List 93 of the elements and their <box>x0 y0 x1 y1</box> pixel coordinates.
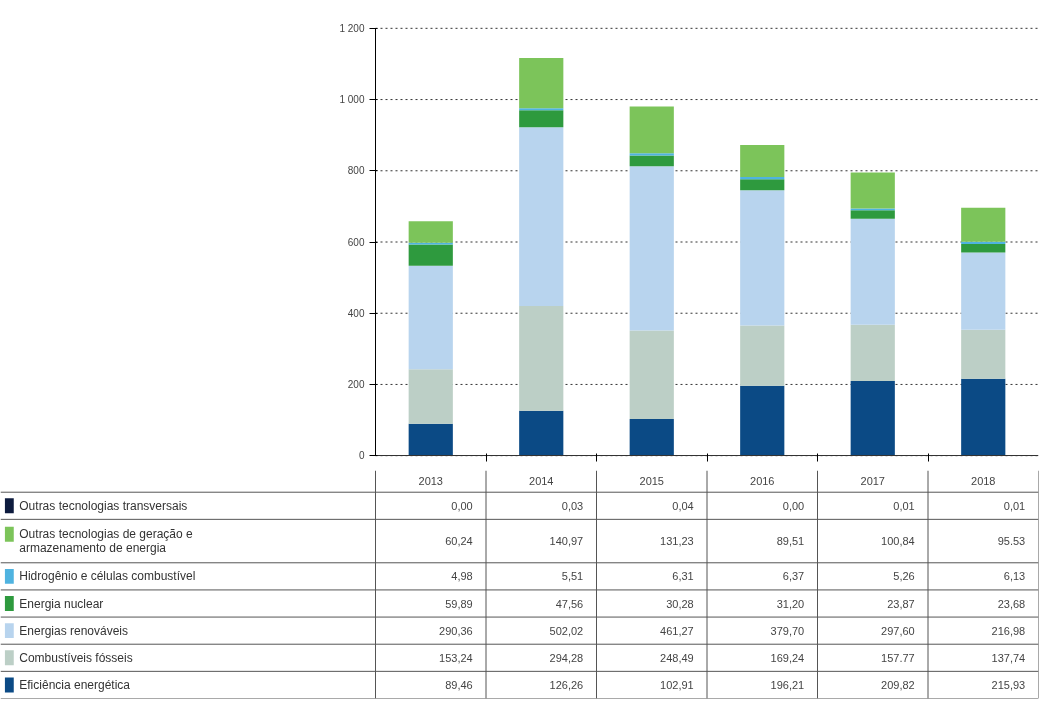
bar <box>740 385 785 456</box>
x-tick-label: 2013 <box>418 475 443 488</box>
data-label: 379,70 <box>770 624 805 637</box>
bar <box>629 166 674 331</box>
data-label: 0,01 <box>1003 499 1026 512</box>
bar <box>408 265 453 370</box>
data-label: 59,89 <box>445 597 473 610</box>
legend-label: Energias renováveis <box>19 623 129 638</box>
data-label: 6,37 <box>782 570 805 583</box>
x-tick-label: 2014 <box>529 475 554 488</box>
data-label: 23,87 <box>887 597 915 610</box>
bar <box>961 378 1006 456</box>
legend-label: Eficiência energética <box>19 677 131 692</box>
bar <box>740 179 785 191</box>
data-label: 0,00 <box>782 499 805 512</box>
legend-label: Outras tecnologias transversais <box>19 498 188 513</box>
data-label: 0,03 <box>561 499 584 512</box>
bar <box>519 410 564 456</box>
bar <box>408 423 453 456</box>
data-label: 4,98 <box>451 570 473 583</box>
data-label: 30,28 <box>666 597 694 610</box>
data-label: 6,13 <box>1003 570 1026 583</box>
bar <box>408 369 453 424</box>
data-label: 153,24 <box>439 651 473 664</box>
bar <box>740 325 785 386</box>
data-label: 60,24 <box>445 535 473 548</box>
data-label: 0,01 <box>893 499 915 512</box>
x-tick-label: 2018 <box>971 475 996 488</box>
data-label: 297,60 <box>881 624 915 637</box>
bar <box>850 380 895 456</box>
data-label: 196,21 <box>770 678 805 691</box>
y-tick-label: 0 <box>358 450 365 462</box>
data-label: 95.53 <box>997 535 1026 548</box>
data-label: 126,26 <box>549 678 584 691</box>
bar <box>629 106 674 154</box>
bar <box>519 305 564 411</box>
data-label: 137,74 <box>991 651 1026 664</box>
x-tick-label: 2016 <box>750 475 775 488</box>
bar <box>961 252 1006 330</box>
data-label: 290,36 <box>439 624 473 637</box>
data-label: 502,02 <box>549 624 584 637</box>
bar <box>850 218 895 325</box>
x-tick-label: 2017 <box>860 475 885 488</box>
bar <box>629 330 674 420</box>
data-label: 5,26 <box>893 570 915 583</box>
y-tick-label: 400 <box>347 307 365 319</box>
bar <box>850 172 895 209</box>
y-tick-label: 1 000 <box>339 94 365 106</box>
legend-label: Hidrogênio e células combustível <box>19 569 196 584</box>
y-tick-label: 200 <box>347 378 365 390</box>
bar <box>629 419 674 456</box>
bar <box>961 329 1006 379</box>
data-label: 157.77 <box>881 651 915 664</box>
bar <box>519 127 564 306</box>
data-label: 215,93 <box>991 678 1026 691</box>
bar <box>961 244 1006 253</box>
bar <box>519 110 564 128</box>
y-tick-label: 600 <box>347 236 365 248</box>
bar <box>519 58 564 109</box>
data-label: 169,24 <box>770 651 805 664</box>
bar <box>961 207 1006 242</box>
x-tick-label: 2015 <box>639 475 664 488</box>
bar <box>740 145 785 177</box>
data-label: 216,98 <box>991 624 1026 637</box>
bar <box>629 155 674 167</box>
bar <box>408 244 453 266</box>
bar <box>961 241 1006 245</box>
y-tick-label: 800 <box>347 165 365 177</box>
data-label: 248,49 <box>660 651 694 664</box>
y-tick-label: 1 200 <box>339 22 365 34</box>
legend-label: Combustíveis fósseis <box>19 650 133 665</box>
bar <box>408 221 453 243</box>
data-label: 5,51 <box>561 570 584 583</box>
legend-label: Energia nuclear <box>19 596 104 611</box>
data-label: 102,91 <box>660 678 694 691</box>
data-label: 100,84 <box>881 535 915 548</box>
bar <box>740 190 785 326</box>
data-label: 294,28 <box>549 651 584 664</box>
data-label: 31,20 <box>776 597 805 610</box>
data-label: 89,51 <box>776 535 805 548</box>
data-label: 47,56 <box>555 597 584 610</box>
data-label: 89,46 <box>445 678 473 691</box>
bar <box>850 210 895 219</box>
data-label: 6,31 <box>672 570 694 583</box>
data-label: 140,97 <box>549 535 584 548</box>
data-label: 461,27 <box>660 624 694 637</box>
data-label: 209,82 <box>881 678 915 691</box>
data-label: 0,00 <box>451 499 473 512</box>
data-label: 131,23 <box>660 535 694 548</box>
data-label: 23,68 <box>997 597 1026 610</box>
data-label: 0,04 <box>672 499 694 512</box>
bar <box>850 324 895 381</box>
legend-label: Outras tecnologias de geração e armazenamento de energia <box>19 527 194 555</box>
